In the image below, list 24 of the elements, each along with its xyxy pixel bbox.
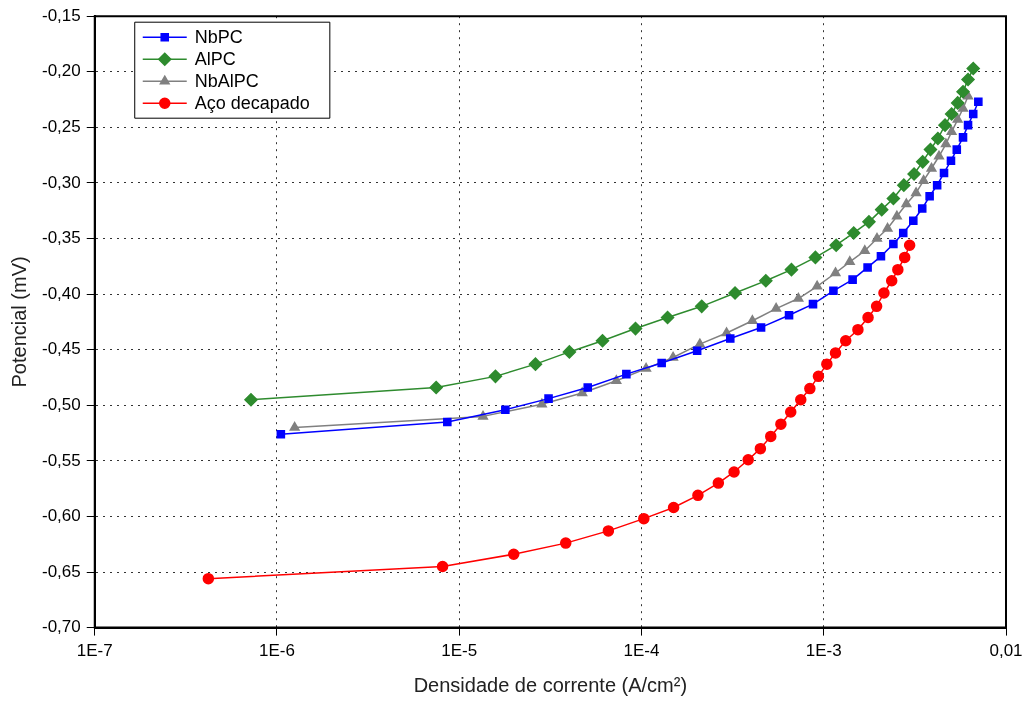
- y-tick-label: -0,20: [42, 61, 81, 81]
- y-tick-label: -0,25: [42, 117, 81, 137]
- y-tick-label: -0,60: [42, 506, 81, 526]
- legend-label: AlPC: [194, 49, 236, 70]
- x-tick-label: 1E-4: [623, 641, 660, 661]
- y-tick-label: -0,50: [42, 394, 81, 414]
- x-tick-label: 1E-5: [441, 641, 478, 661]
- x-axis-title: Densidade de corrente (A/cm²): [413, 673, 688, 696]
- x-tick-label: 1E-6: [259, 641, 295, 661]
- legend-label: NbPC: [194, 27, 243, 48]
- x-tick-label: 1E-7: [76, 641, 113, 661]
- y-tick-label: -0,65: [42, 561, 81, 581]
- y-tick-label: -0,30: [42, 172, 81, 192]
- y-tick-label: -0,35: [42, 228, 81, 248]
- x-tick-label: 1E-3: [805, 641, 842, 661]
- y-tick-label: -0,40: [42, 283, 81, 303]
- y-tick-label: -0,55: [42, 450, 81, 470]
- y-tick-label: -0,15: [42, 5, 81, 25]
- legend-label: Aço decapado: [194, 93, 310, 114]
- y-tick-label: -0,45: [42, 339, 81, 359]
- y-tick-label: -0,70: [42, 617, 81, 637]
- y-axis-title: Potencial (mV): [7, 256, 30, 388]
- legend-label: NbAlPC: [194, 71, 259, 92]
- x-tick-label: 0,01: [989, 641, 1023, 661]
